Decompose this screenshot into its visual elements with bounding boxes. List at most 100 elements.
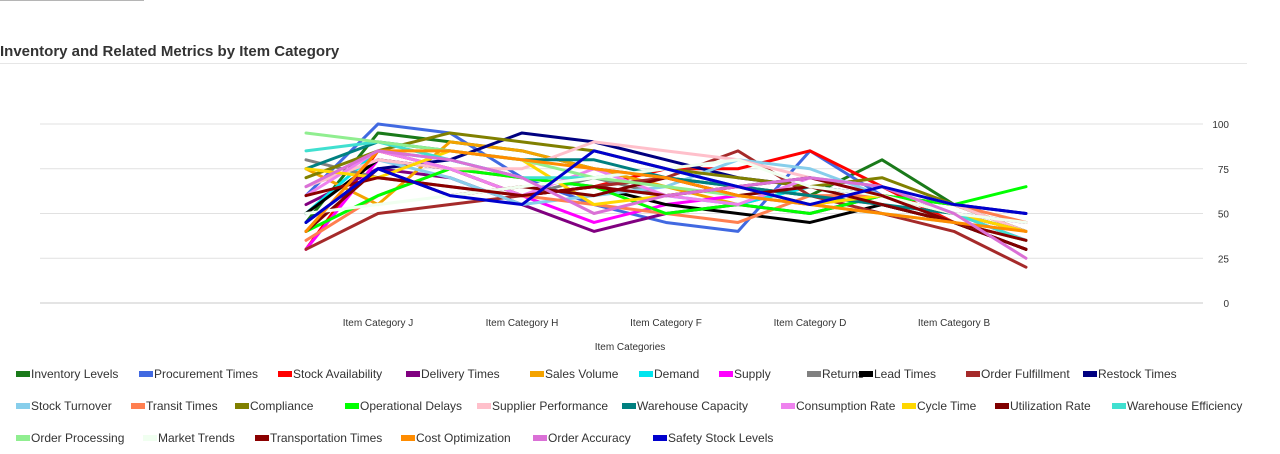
legend-label: Delivery Times bbox=[421, 367, 500, 381]
legend-item[interactable]: Returns bbox=[807, 366, 864, 382]
legend-label: Stock Turnover bbox=[31, 399, 112, 413]
legend-label: Transit Times bbox=[146, 399, 218, 413]
legend-swatch bbox=[639, 371, 653, 377]
legend-swatch bbox=[966, 371, 980, 377]
legend-swatch bbox=[16, 371, 30, 377]
series-line bbox=[304, 131, 1028, 242]
legend-item[interactable]: Market Trends bbox=[143, 430, 235, 446]
legend-item[interactable]: Warehouse Efficiency bbox=[1112, 398, 1242, 414]
legend-item[interactable]: Delivery Times bbox=[406, 366, 500, 382]
legend-item[interactable]: Demand bbox=[639, 366, 699, 382]
legend-swatch bbox=[995, 403, 1009, 409]
legend-label: Sales Volume bbox=[545, 367, 619, 381]
legend-swatch bbox=[1112, 403, 1126, 409]
legend-item[interactable]: Stock Availability bbox=[278, 366, 382, 382]
legend-swatch bbox=[530, 371, 544, 377]
legend-item[interactable]: Procurement Times bbox=[139, 366, 258, 382]
legend-label: Warehouse Capacity bbox=[637, 399, 748, 413]
y-tick-label: 50 bbox=[1218, 210, 1230, 221]
legend-item[interactable]: Warehouse Capacity bbox=[622, 398, 748, 414]
legend-label: Order Fulfillment bbox=[981, 367, 1070, 381]
legend-label: Warehouse Efficiency bbox=[1127, 399, 1243, 413]
legend-item[interactable]: Supply bbox=[719, 366, 771, 382]
x-tick-label: Item Category D bbox=[774, 318, 847, 329]
y-tick-label: 100 bbox=[1212, 120, 1229, 131]
y-tick-label: 0 bbox=[1223, 299, 1229, 310]
legend-label: Demand bbox=[654, 367, 700, 381]
legend-item[interactable]: Consumption Rate bbox=[781, 398, 895, 414]
legend-swatch bbox=[1083, 371, 1097, 377]
legend-item[interactable]: Stock Turnover bbox=[16, 398, 112, 414]
series-line bbox=[304, 149, 1028, 260]
legend-swatch bbox=[139, 371, 153, 377]
legend-swatch bbox=[16, 435, 30, 441]
legend-item[interactable]: Operational Delays bbox=[345, 398, 462, 414]
legend-label: Order Processing bbox=[31, 431, 125, 445]
legend-swatch bbox=[859, 371, 873, 377]
x-axis-title: Item Categories bbox=[595, 342, 666, 353]
legend-label: Cost Optimization bbox=[416, 431, 511, 445]
legend-item[interactable]: Order Fulfillment bbox=[966, 366, 1070, 382]
legend-swatch bbox=[477, 403, 491, 409]
legend-label: Supply bbox=[734, 367, 771, 381]
x-tick-label: Item Category H bbox=[486, 318, 559, 329]
legend-label: Consumption Rate bbox=[796, 399, 896, 413]
title-divider bbox=[0, 63, 1247, 64]
legend-item[interactable]: Utilization Rate bbox=[995, 398, 1091, 414]
legend-item[interactable]: Lead Times bbox=[859, 366, 936, 382]
legend-item[interactable]: Order Processing bbox=[16, 430, 124, 446]
series-line bbox=[304, 167, 1028, 233]
legend-label: Utilization Rate bbox=[1010, 399, 1091, 413]
series-line bbox=[304, 149, 1028, 233]
legend-label: Operational Delays bbox=[360, 399, 463, 413]
x-tick-label: Item Category F bbox=[630, 318, 702, 329]
legend-item[interactable]: Compliance bbox=[235, 398, 313, 414]
legend-swatch bbox=[401, 435, 415, 441]
top-tab-indicator bbox=[0, 0, 144, 1]
legend-swatch bbox=[143, 435, 157, 441]
legend-item[interactable]: Safety Stock Levels bbox=[653, 430, 773, 446]
legend-swatch bbox=[781, 403, 795, 409]
x-tick-label: Item Category B bbox=[918, 318, 991, 329]
legend-label: Returns bbox=[822, 367, 865, 381]
legend-item[interactable]: Cycle Time bbox=[902, 398, 976, 414]
legend-swatch bbox=[719, 371, 733, 377]
legend-swatch bbox=[653, 435, 667, 441]
chart-title: Inventory and Related Metrics by Item Ca… bbox=[0, 43, 340, 60]
legend-label: Safety Stock Levels bbox=[668, 431, 774, 445]
legend-item[interactable]: Supplier Performance bbox=[477, 398, 608, 414]
legend-label: Lead Times bbox=[874, 367, 937, 381]
legend-label: Inventory Levels bbox=[31, 367, 119, 381]
legend-swatch bbox=[622, 403, 636, 409]
legend-item[interactable]: Restock Times bbox=[1083, 366, 1177, 382]
legend-swatch bbox=[533, 435, 547, 441]
legend-swatch bbox=[131, 403, 145, 409]
legend-swatch bbox=[406, 371, 420, 377]
legend-label: Stock Availability bbox=[293, 367, 383, 381]
legend-swatch bbox=[902, 403, 916, 409]
y-tick-label: 25 bbox=[1218, 254, 1230, 265]
legend-item[interactable]: Transportation Times bbox=[255, 430, 382, 446]
legend-item[interactable]: Inventory Levels bbox=[16, 366, 118, 382]
legend-item[interactable]: Sales Volume bbox=[530, 366, 618, 382]
y-tick-label: 75 bbox=[1218, 165, 1230, 176]
line-chart: 0 25 50 75 100 Item Category J Item Category H… bbox=[40, 120, 1230, 353]
legend-label: Supplier Performance bbox=[492, 399, 609, 413]
legend-item[interactable]: Order Accuracy bbox=[533, 430, 631, 446]
legend-item[interactable]: Cost Optimization bbox=[401, 430, 511, 446]
legend-swatch bbox=[255, 435, 269, 441]
legend-swatch bbox=[345, 403, 359, 409]
legend-label: Cycle Time bbox=[917, 399, 977, 413]
legend-label: Compliance bbox=[250, 399, 314, 413]
legend-label: Restock Times bbox=[1098, 367, 1177, 381]
legend-swatch bbox=[807, 371, 821, 377]
legend-item[interactable]: Transit Times bbox=[131, 398, 218, 414]
legend-label: Transportation Times bbox=[270, 431, 383, 445]
legend-swatch bbox=[16, 403, 30, 409]
legend-label: Procurement Times bbox=[154, 367, 259, 381]
legend-swatch bbox=[235, 403, 249, 409]
x-tick-label: Item Category J bbox=[343, 318, 414, 329]
series-line bbox=[304, 149, 1028, 224]
legend-label: Market Trends bbox=[158, 431, 235, 445]
legend-label: Order Accuracy bbox=[548, 431, 631, 445]
